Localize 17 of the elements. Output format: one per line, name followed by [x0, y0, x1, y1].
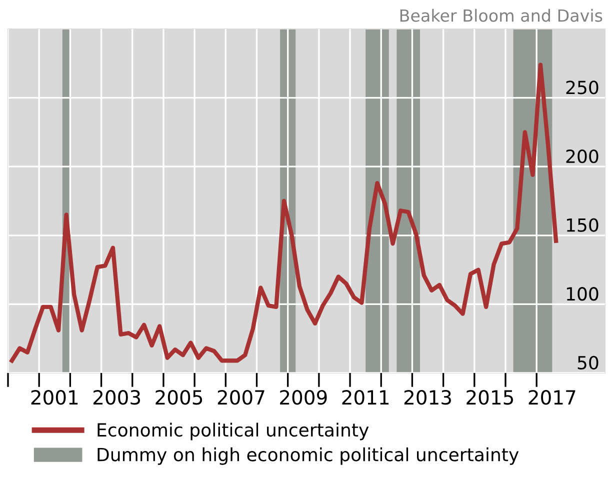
y-tick-label: 50 [578, 356, 598, 370]
legend-label: Economic political uncertainty [98, 422, 369, 440]
y-tick-label: 150 [566, 218, 598, 232]
y-tick-label: 250 [566, 80, 598, 94]
x-tick-label: 2015 [466, 390, 513, 405]
y-tick-label: 200 [566, 149, 598, 164]
legend-label: Dummy on high economic political uncertainty [98, 447, 519, 465]
x-tick-label: 2007 [218, 390, 264, 405]
x-tick-label: 2011 [342, 390, 389, 405]
x-tick-label: 2009 [280, 390, 327, 405]
text: Beaker Bloom and Davis [400, 8, 602, 22]
x-tick-label: 2013 [404, 390, 451, 405]
x-tick-label: 2001 [31, 390, 78, 405]
x-tick-label: 2017 [528, 390, 576, 405]
x-tick-label: 2005 [156, 390, 202, 405]
x-tick-label: 2003 [94, 390, 140, 405]
y-tick-label: 100 [566, 287, 598, 301]
